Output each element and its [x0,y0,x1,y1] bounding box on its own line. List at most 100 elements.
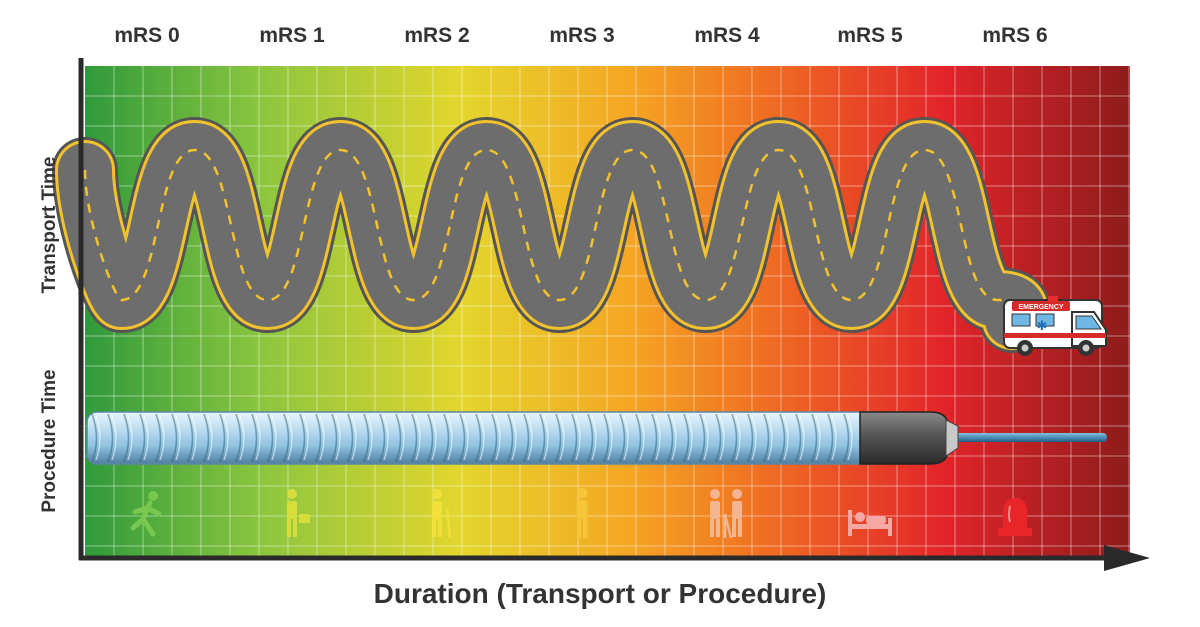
coil-highlight [159,415,165,461]
walking-cane-icon [432,489,452,539]
siren-dome [1003,498,1027,528]
coil-segment [123,413,130,463]
coil-segment [251,413,258,463]
coil-highlight [719,415,725,461]
mrs-label: mRS 0 [114,24,180,47]
coil-highlight [463,415,469,461]
coil-segment [395,413,402,463]
coil-segment [763,413,770,463]
coil-highlight [687,415,693,461]
leg [293,519,297,537]
coil-highlight [511,415,517,461]
coil-segment [331,413,338,463]
coil-highlight [95,415,101,461]
bed [848,524,892,529]
road-center-line [83,148,1020,322]
coil-segment [699,413,706,463]
coil-highlight [207,415,213,461]
coil-highlight [655,415,661,461]
coil-segment [539,413,546,463]
ambulance-window [1011,313,1031,327]
coil-segment [363,413,370,463]
coil-segment [411,413,418,463]
coil-segment [459,413,466,463]
coil-segment [203,413,210,463]
coil-highlight [271,415,277,461]
coil-segment [427,413,434,463]
coil-highlight [111,415,117,461]
leg [732,519,736,537]
coil-segment [315,413,322,463]
alarm-siren-icon [998,498,1032,536]
y-axis-label-procedure: Procedure Time [39,369,60,513]
guide-wire [955,433,1107,442]
coil-segment [747,413,754,463]
torso [576,500,588,520]
walker-with-caregiver-icon [710,489,742,539]
coil-highlight [351,415,357,461]
coil-highlight [303,415,309,461]
coil-highlight [575,415,581,461]
coil-segment [155,413,162,463]
coil-segment [667,413,674,463]
coil-highlight [623,415,629,461]
ambulance-sign-text: EMERGENCY [1018,304,1063,311]
coil-segment [795,413,802,463]
coil-highlight [591,415,597,461]
coil-highlight [399,415,405,461]
coil-highlight [847,415,853,461]
coil-highlight [255,415,261,461]
ambulance-windshield [1075,315,1102,330]
coil-segment [139,413,146,463]
coil-highlight [143,415,149,461]
coil-segment [715,413,722,463]
coil-highlight [751,415,757,461]
coil-segment [811,413,818,463]
coil-segment [187,413,194,463]
catheter-device [86,411,1107,465]
coil-highlight [559,415,565,461]
coil-highlight [447,415,453,461]
coil-highlight [431,415,437,461]
siren-base [998,528,1032,536]
coil-segment [651,413,658,463]
coil-highlight [367,415,373,461]
mrs-label: mRS 4 [694,24,760,47]
leg [576,519,581,539]
leg [583,519,588,539]
ambulance-window [1035,313,1055,327]
leg [716,519,720,537]
coil-segment [379,413,386,463]
coil-segment [555,413,562,463]
leg [710,519,714,537]
running-person-icon [130,491,162,537]
bag [299,514,310,523]
coil-highlight [735,415,741,461]
coil-highlight [383,415,389,461]
coil-segment [635,413,642,463]
coil-highlight [335,415,341,461]
head [576,487,588,499]
coil-highlight [479,415,485,461]
ambulance-stripe [1004,333,1106,338]
coil-segment [683,413,690,463]
x-axis-arrow [1104,545,1150,571]
leg [438,519,442,537]
outcome-icons [130,487,1032,539]
winding-road [52,117,1051,353]
head [710,489,720,499]
coil-highlight [783,415,789,461]
coil-segment [603,413,610,463]
bed-head [848,510,852,536]
body [130,500,162,537]
head [148,491,158,501]
ambulance-hubcap [1021,344,1029,352]
catheter-tip [945,419,959,457]
coil-segment [299,413,306,463]
coil-segment [283,413,290,463]
bed-foot [888,518,892,536]
bedridden-person-icon [848,510,892,536]
leg [738,519,742,537]
